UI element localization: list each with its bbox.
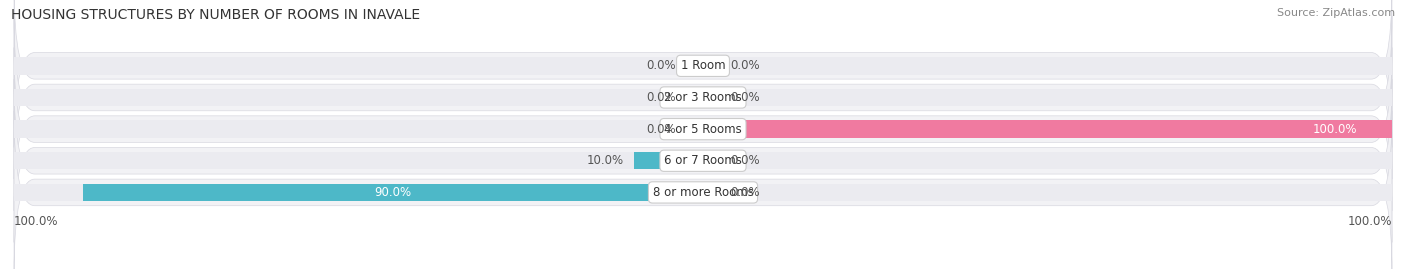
- Text: 100.0%: 100.0%: [14, 215, 59, 228]
- Text: Source: ZipAtlas.com: Source: ZipAtlas.com: [1277, 8, 1395, 18]
- Bar: [14, 89, 703, 106]
- Text: 0.0%: 0.0%: [645, 91, 675, 104]
- Bar: [14, 152, 703, 169]
- Bar: [703, 184, 1392, 201]
- Text: 100.0%: 100.0%: [1313, 123, 1358, 136]
- Text: 100.0%: 100.0%: [1347, 215, 1392, 228]
- Bar: [634, 152, 703, 169]
- Text: HOUSING STRUCTURES BY NUMBER OF ROOMS IN INAVALE: HOUSING STRUCTURES BY NUMBER OF ROOMS IN…: [11, 8, 420, 22]
- Text: 0.0%: 0.0%: [731, 154, 761, 167]
- Text: 1 Room: 1 Room: [681, 59, 725, 72]
- Bar: [83, 184, 703, 201]
- FancyBboxPatch shape: [14, 16, 1392, 179]
- Text: 90.0%: 90.0%: [374, 186, 412, 199]
- Text: 0.0%: 0.0%: [731, 59, 761, 72]
- Text: 0.0%: 0.0%: [645, 59, 675, 72]
- Bar: [14, 57, 703, 75]
- Bar: [703, 89, 1392, 106]
- Text: 2 or 3 Rooms: 2 or 3 Rooms: [664, 91, 742, 104]
- Bar: [703, 121, 1392, 138]
- Text: 0.0%: 0.0%: [731, 186, 761, 199]
- Text: 0.0%: 0.0%: [645, 123, 675, 136]
- FancyBboxPatch shape: [14, 111, 1392, 269]
- Bar: [14, 184, 703, 201]
- Text: 4 or 5 Rooms: 4 or 5 Rooms: [664, 123, 742, 136]
- Bar: [703, 57, 1392, 75]
- FancyBboxPatch shape: [14, 47, 1392, 211]
- Text: 6 or 7 Rooms: 6 or 7 Rooms: [664, 154, 742, 167]
- Bar: [703, 152, 1392, 169]
- Text: 8 or more Rooms: 8 or more Rooms: [652, 186, 754, 199]
- Text: 10.0%: 10.0%: [586, 154, 624, 167]
- FancyBboxPatch shape: [14, 0, 1392, 147]
- Bar: [703, 121, 1392, 138]
- FancyBboxPatch shape: [14, 79, 1392, 242]
- Bar: [14, 121, 703, 138]
- Text: 0.0%: 0.0%: [731, 91, 761, 104]
